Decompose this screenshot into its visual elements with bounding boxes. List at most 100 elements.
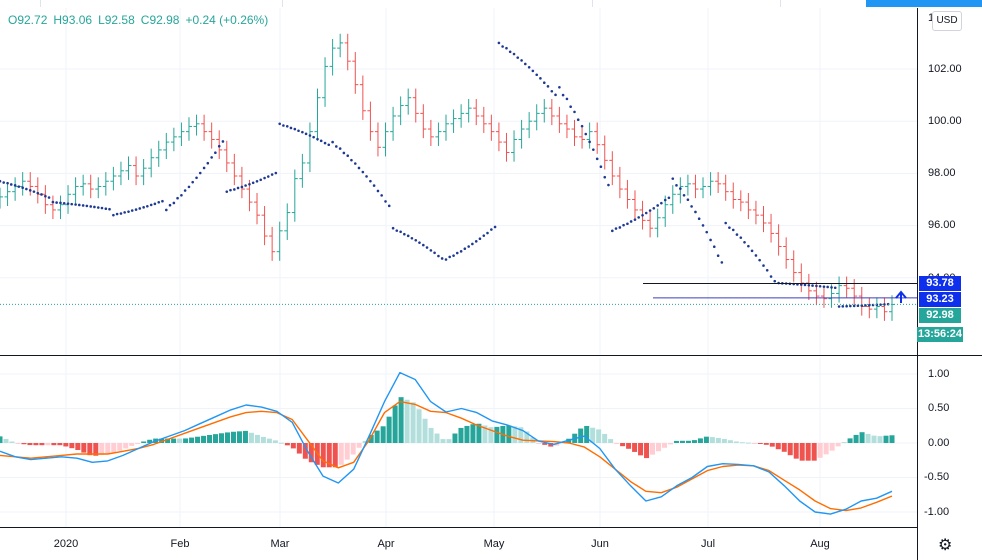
- sar-dot: [365, 175, 368, 178]
- macd-histogram-bar: [578, 428, 584, 443]
- sar-dot: [278, 122, 281, 126]
- macd-histogram-bar: [284, 443, 290, 446]
- sar-dot: [176, 196, 179, 200]
- sar-dot: [418, 241, 421, 244]
- sar-dot: [845, 304, 848, 308]
- sar-dot: [573, 110, 576, 114]
- macd-histogram-bar: [165, 438, 171, 443]
- sar-dot: [633, 218, 637, 221]
- sar-dot: [550, 89, 554, 93]
- sar-dot: [0, 179, 2, 183]
- top-divider: [780, 0, 781, 7]
- sar-dot: [406, 234, 410, 238]
- sar-dot: [637, 216, 640, 219]
- sar-dot: [459, 250, 463, 253]
- sar-dot: [739, 236, 743, 239]
- macd-histogram-bar: [590, 427, 596, 443]
- sar-dot: [217, 144, 221, 148]
- sar-dot: [59, 201, 62, 205]
- sar-dot: [705, 230, 709, 234]
- sar-dot: [180, 193, 183, 197]
- macd-histogram-bar: [554, 443, 560, 446]
- sar-dot: [395, 229, 399, 232]
- macd-histogram-bar: [859, 432, 865, 443]
- sar-dot: [429, 249, 433, 252]
- sar-dot: [554, 93, 557, 97]
- macd-histogram-bar: [117, 443, 123, 451]
- macd-histogram-bar: [135, 443, 141, 444]
- macd-histogram-bar: [51, 443, 57, 446]
- macd-histogram-bar: [302, 443, 308, 459]
- macd-histogram-bar: [141, 441, 147, 443]
- currency-button[interactable]: USD: [932, 11, 962, 31]
- macd-histogram-bar: [123, 443, 129, 449]
- sar-dot: [259, 178, 263, 182]
- pane-separator[interactable]: [0, 355, 982, 356]
- macd-histogram-bar: [207, 434, 213, 443]
- close-value: C92.98: [140, 13, 180, 27]
- macd-histogram-bar: [63, 443, 69, 447]
- macd-axis-label: -0.50: [924, 471, 950, 483]
- macd-histogram-bar: [889, 435, 895, 443]
- horizontal-line-tag[interactable]: 93.78: [919, 276, 961, 291]
- sar-dot: [316, 137, 319, 141]
- sar-dot: [304, 132, 308, 136]
- gear-icon[interactable]: ⚙: [938, 537, 953, 554]
- sar-dot: [811, 284, 814, 287]
- sar-dot: [403, 232, 406, 236]
- sar-dot: [478, 237, 482, 241]
- time-scale-border: [0, 527, 917, 528]
- sar-dot: [40, 193, 43, 196]
- sar-dot: [558, 85, 561, 89]
- sar-dot: [25, 187, 28, 191]
- sar-dot: [198, 171, 202, 175]
- price-chart[interactable]: [0, 0, 982, 356]
- sar-dot: [561, 93, 565, 97]
- sar-dot: [335, 145, 338, 148]
- macd-histogram-bar: [458, 427, 464, 443]
- sar-dot: [675, 184, 678, 187]
- horizontal-line-tag[interactable]: 93.23: [919, 292, 961, 307]
- macd-chart[interactable]: [0, 358, 982, 530]
- sar-dot: [584, 132, 588, 136]
- sar-dot: [410, 236, 414, 240]
- macd-histogram-bar: [338, 443, 344, 465]
- sar-dot: [595, 157, 599, 161]
- macd-histogram-bar: [751, 443, 757, 444]
- sar-dot: [376, 189, 380, 193]
- macd-histogram-bar: [715, 437, 721, 443]
- sar-dot: [455, 251, 459, 255]
- price-scale-border: [917, 8, 918, 560]
- sar-dot: [769, 275, 773, 278]
- sar-dot: [607, 183, 610, 187]
- macd-histogram-bar: [129, 443, 135, 446]
- macd-histogram-bar: [290, 443, 296, 449]
- sar-dot: [467, 245, 470, 248]
- sar-dot: [187, 185, 191, 189]
- macd-histogram-bar: [452, 433, 458, 443]
- macd-histogram-bar: [0, 436, 3, 443]
- sar-dot: [13, 184, 17, 187]
- sar-dot: [282, 124, 285, 127]
- macd-histogram-bar: [584, 425, 590, 443]
- sar-dot: [255, 179, 259, 183]
- sar-dot: [183, 189, 187, 192]
- sar-dot: [221, 140, 225, 143]
- macd-histogram-bar: [75, 443, 81, 451]
- sar-dot: [837, 305, 841, 308]
- sar-dot: [762, 264, 765, 267]
- sar-dot: [497, 41, 501, 45]
- sar-dot: [724, 221, 727, 225]
- sar-dot: [263, 176, 266, 180]
- macd-histogram-bar: [171, 438, 177, 443]
- sar-dot: [463, 247, 467, 251]
- sar-dot: [353, 162, 357, 165]
- sar-dot: [32, 190, 36, 193]
- sar-dot: [807, 283, 811, 287]
- time-axis-label: 2020: [53, 538, 79, 550]
- sar-dot: [214, 151, 217, 154]
- sar-dot: [233, 188, 236, 191]
- sar-dot: [523, 62, 527, 66]
- macd-histogram-bar: [213, 434, 219, 443]
- macd-histogram-bar: [362, 440, 368, 443]
